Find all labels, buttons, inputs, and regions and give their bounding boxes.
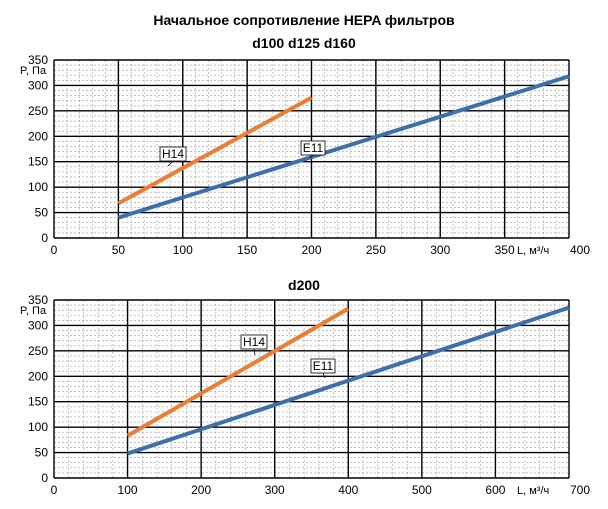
chart-1-title: d100 d125 d160	[252, 35, 356, 51]
chart-1-x-tick-label: 0	[51, 243, 58, 257]
chart-2-series-h14-label: H14	[243, 335, 265, 349]
chart-2-callout-box	[240, 334, 268, 350]
chart-1-callout-leader	[309, 154, 314, 159]
chart-2-series-e11-line	[126, 305, 570, 456]
chart-1-series-e11-label: E11	[303, 141, 324, 155]
chart-2-x-tick-label: 600	[485, 483, 505, 497]
chart-1-callout-leader	[167, 160, 174, 167]
chart-2-y-tick-label: 300	[28, 318, 48, 332]
chart-2-x-tick-label: 300	[265, 483, 285, 497]
chart-1-x-tick-label: 300	[430, 243, 450, 257]
chart-2-x-tick-label: 500	[412, 483, 432, 497]
chart-2-y-tick-label: 0	[41, 471, 48, 485]
chart-2-x-tick-label: 400	[338, 483, 358, 497]
chart-2-y-tick-label: 250	[28, 344, 48, 358]
chart-2-x-tick-label: 100	[118, 483, 138, 497]
chart-1-y-tick-label: 0	[41, 231, 48, 245]
chart-1-x-axis-label-bg	[515, 242, 567, 258]
chart-2-title: d200	[288, 277, 320, 293]
chart-1-y-tick-label: 150	[28, 155, 48, 169]
chart-2-panel: 0 50 100 150 200 250 300 350 0 100 200 300 400 500 600…	[20, 293, 590, 498]
chart-2-y-tick-label: 150	[28, 395, 48, 409]
chart-title-line1: Начальное сопротивление HEPA фильтров	[153, 12, 455, 28]
chart-2-y-tick-label: 100	[28, 420, 48, 434]
chart-1-series-h14-line	[117, 95, 313, 206]
chart-2-callout-leader	[253, 348, 256, 356]
chart-1-y-tick-label: 350	[28, 53, 48, 67]
chart-1-y-axis-label: P, Па	[20, 65, 47, 77]
chart-1-x-tick-label: 350	[495, 243, 515, 257]
chart-1-y-tick-label: 100	[28, 180, 48, 194]
chart-2-y-axis-label: P, Па	[20, 305, 47, 317]
chart-1-callout-box	[300, 140, 326, 156]
chart-2-series-h14-line	[126, 306, 350, 438]
chart-1-y-tick-label: 250	[28, 104, 48, 118]
chart-1-y-tick-label: 300	[28, 78, 48, 92]
chart-2-callout-box	[310, 358, 336, 374]
chart-1-callout-box	[159, 146, 187, 162]
chart-2-series-e11-label: E11	[313, 359, 334, 373]
chart-2-y-tick-label: 200	[28, 369, 48, 383]
chart-1-series-e11-line	[117, 74, 570, 220]
chart-1-y-tick-label: 50	[35, 206, 49, 220]
chart-1-x-tick-label: 100	[173, 243, 193, 257]
chart-1-x-tick-label: 400	[570, 243, 590, 257]
chart-2-y-tick-label: 350	[28, 293, 48, 307]
chart-1-x-axis-label: L, м³/ч	[517, 245, 549, 257]
chart-1-x-tick-label: 150	[237, 243, 257, 257]
chart-1-x-tick-label: 200	[301, 243, 321, 257]
chart-2-x-tick-label: 700	[570, 483, 590, 497]
chart-2-x-tick-label: 0	[51, 483, 58, 497]
chart-1-series-h14-label: H14	[162, 147, 184, 161]
chart-1-x-tick-label: 250	[366, 243, 386, 257]
chart-2-x-axis-label: L, м³/ч	[517, 485, 549, 497]
chart-2-x-axis-label-bg	[515, 482, 567, 498]
chart-2-x-tick-label: 200	[191, 483, 211, 497]
chart-2-y-tick-label: 50	[35, 446, 49, 460]
chart-1-y-tick-label: 200	[28, 129, 48, 143]
chart-1-x-tick-label: 50	[112, 243, 126, 257]
chart-2-callout-leader	[322, 372, 326, 379]
chart-1-panel: 0 50 100 150 200 250 300 350 0 50 100 150 200 250 300 3…	[20, 53, 590, 258]
